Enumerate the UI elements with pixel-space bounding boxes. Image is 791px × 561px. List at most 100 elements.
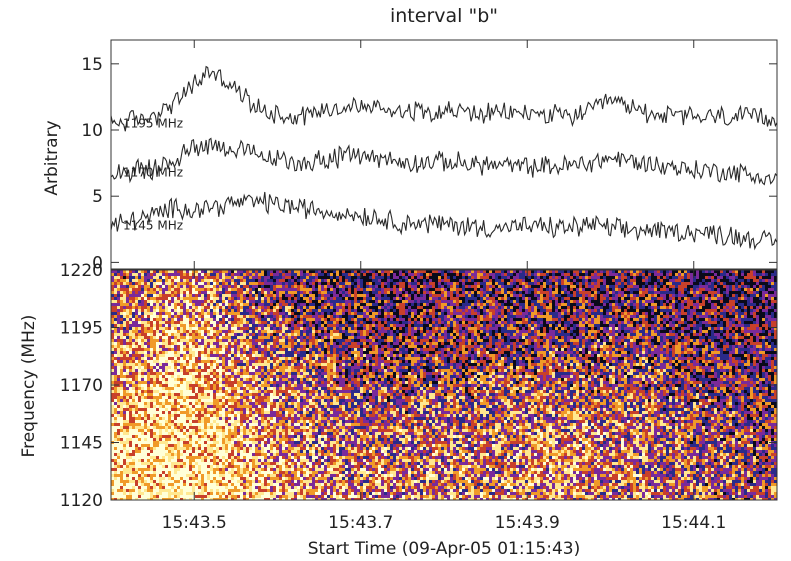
heatmap-cell <box>480 282 483 285</box>
heatmap-cell <box>174 282 177 285</box>
heatmap-cell <box>597 321 600 324</box>
heatmap-cell <box>147 300 150 303</box>
heatmap-cell <box>180 276 183 279</box>
heatmap-cell <box>558 309 561 312</box>
heatmap-cell <box>669 333 672 336</box>
heatmap-cell <box>654 309 657 312</box>
heatmap-cell <box>477 312 480 315</box>
heatmap-cell <box>318 300 321 303</box>
heatmap-cell <box>411 297 414 300</box>
heatmap-cell <box>153 318 156 321</box>
heatmap-cell <box>303 297 306 300</box>
heatmap-cell <box>474 300 477 303</box>
heatmap-cell <box>486 285 489 288</box>
heatmap-cell <box>363 282 366 285</box>
heatmap-cell <box>747 330 750 333</box>
heatmap-cell <box>255 315 258 318</box>
heatmap-cell <box>531 315 534 318</box>
heatmap-cell <box>117 285 120 288</box>
heatmap-cell <box>318 279 321 282</box>
heatmap-cell <box>117 318 120 321</box>
heatmap-cell <box>231 318 234 321</box>
heatmap-cell <box>366 324 369 327</box>
heatmap-cell <box>537 303 540 306</box>
heatmap-cell <box>417 297 420 300</box>
heatmap-cell <box>264 309 267 312</box>
heatmap-cell <box>576 303 579 306</box>
heatmap-cell <box>744 291 747 294</box>
heatmap-cell <box>525 294 528 297</box>
heatmap-cell <box>207 276 210 279</box>
heatmap-cell <box>666 330 669 333</box>
heatmap-cell <box>390 306 393 309</box>
heatmap-cell <box>486 282 489 285</box>
heatmap-cell <box>135 309 138 312</box>
heatmap-cell <box>693 327 696 330</box>
heatmap-cell <box>150 336 153 339</box>
heatmap-cell <box>720 324 723 327</box>
heatmap-cell <box>702 285 705 288</box>
heatmap-cell <box>705 294 708 297</box>
heatmap-cell <box>603 285 606 288</box>
heatmap-cell <box>234 324 237 327</box>
heatmap-cell <box>627 318 630 321</box>
heatmap-cell <box>336 285 339 288</box>
heatmap-cell <box>486 324 489 327</box>
heatmap-cell <box>639 324 642 327</box>
heatmap-cell <box>345 288 348 291</box>
heatmap-cell <box>369 330 372 333</box>
heatmap-cell <box>753 330 756 333</box>
heatmap-cell <box>453 300 456 303</box>
heatmap-cell <box>480 327 483 330</box>
heatmap-cell <box>414 282 417 285</box>
heatmap-cell <box>738 300 741 303</box>
heatmap-cell <box>189 309 192 312</box>
heatmap-cell <box>702 291 705 294</box>
heatmap-cell <box>312 309 315 312</box>
heatmap-cell <box>507 327 510 330</box>
heatmap-cell <box>375 333 378 336</box>
heatmap-cell <box>636 300 639 303</box>
heatmap-cell <box>378 288 381 291</box>
heatmap-cell <box>567 306 570 309</box>
heatmap-cell <box>333 294 336 297</box>
heatmap-cell <box>138 324 141 327</box>
heatmap-cell <box>189 321 192 324</box>
heatmap-cell <box>582 294 585 297</box>
heatmap-cell <box>498 327 501 330</box>
heatmap-cell <box>198 333 201 336</box>
heatmap-cell <box>492 300 495 303</box>
heatmap-cell <box>570 276 573 279</box>
heatmap-cell <box>693 321 696 324</box>
heatmap-cell <box>429 285 432 288</box>
heatmap-cell <box>351 282 354 285</box>
heatmap-cell <box>228 333 231 336</box>
heatmap-cell <box>516 333 519 336</box>
heatmap-cell <box>210 288 213 291</box>
heatmap-cell <box>630 333 633 336</box>
heatmap-cell <box>480 324 483 327</box>
heatmap-cell <box>549 303 552 306</box>
heatmap-cell <box>216 324 219 327</box>
heatmap-cell <box>552 291 555 294</box>
heatmap-cell <box>312 285 315 288</box>
heatmap-cell <box>543 288 546 291</box>
heatmap-cell <box>276 318 279 321</box>
heatmap-cell <box>684 315 687 318</box>
heatmap-cell <box>180 318 183 321</box>
heatmap-cell <box>186 333 189 336</box>
heatmap-cell <box>762 309 765 312</box>
heatmap-cell <box>201 303 204 306</box>
heatmap-cell <box>429 321 432 324</box>
heatmap-cell <box>732 285 735 288</box>
heatmap-cell <box>201 279 204 282</box>
heatmap-cell <box>192 300 195 303</box>
heatmap-cell <box>345 276 348 279</box>
heatmap-cell <box>555 309 558 312</box>
heatmap-cell <box>396 318 399 321</box>
heatmap-cell <box>636 315 639 318</box>
heatmap-cell <box>312 288 315 291</box>
heatmap-cell <box>510 327 513 330</box>
heatmap-cell <box>345 312 348 315</box>
heatmap-cell <box>273 321 276 324</box>
